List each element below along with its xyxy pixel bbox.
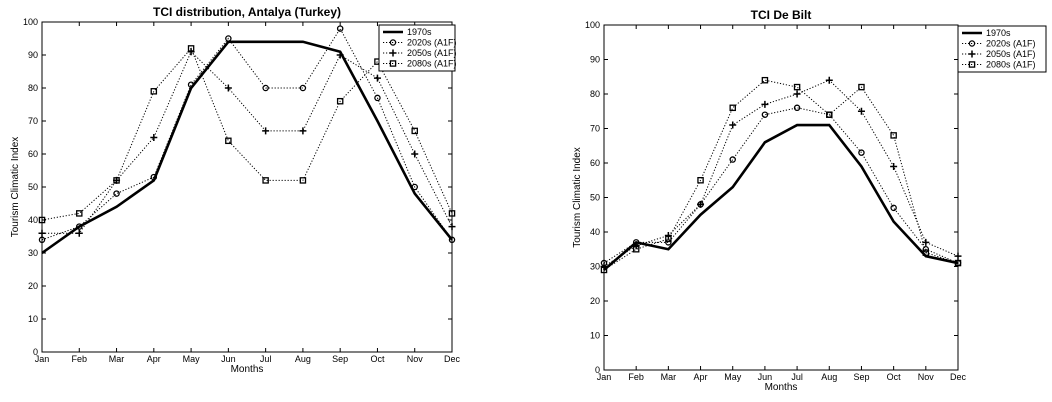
legend-entry: 2020s (A1F) bbox=[986, 39, 1036, 49]
legend: 1970s2020s (A1F)2050s (A1F)2080s (A1F) bbox=[379, 25, 457, 71]
x-tick-label: Jun bbox=[758, 372, 773, 382]
y-tick-label: 20 bbox=[590, 296, 600, 306]
x-tick-label: Jun bbox=[221, 354, 236, 364]
legend-entry: 2080s (A1F) bbox=[986, 60, 1036, 70]
x-tick-label: Apr bbox=[147, 354, 161, 364]
x-tick-label: Dec bbox=[444, 354, 461, 364]
x-tick-label: Aug bbox=[295, 354, 311, 364]
y-tick-label: 50 bbox=[590, 193, 600, 203]
y-tick-label: 80 bbox=[590, 89, 600, 99]
x-tick-label: Nov bbox=[407, 354, 424, 364]
legend-entry: 1970s bbox=[986, 28, 1011, 38]
y-tick-label: 60 bbox=[590, 158, 600, 168]
y-tick-label: 70 bbox=[590, 124, 600, 134]
x-tick-label: Mar bbox=[661, 372, 677, 382]
x-tick-label: Sep bbox=[853, 372, 869, 382]
x-tick-label: Jan bbox=[597, 372, 612, 382]
y-tick-label: 40 bbox=[590, 227, 600, 237]
x-tick-label: Apr bbox=[694, 372, 708, 382]
chart-de-bilt: 0 10 20 30 40 50 60 70 80 90 100 Jan Feb Mar Apr May Jun… bbox=[572, 8, 1046, 393]
x-tick-label: Dec bbox=[950, 372, 967, 382]
x-tick-label: Jan bbox=[35, 354, 50, 364]
y-tick-label: 20 bbox=[28, 281, 38, 291]
y-tick-label: 100 bbox=[23, 17, 38, 27]
y-tick-label: 90 bbox=[590, 55, 600, 65]
x-tick-label: Mar bbox=[109, 354, 125, 364]
y-tick-label: 100 bbox=[585, 20, 600, 30]
x-tick-label: Oct bbox=[370, 354, 385, 364]
x-tick-label: Aug bbox=[821, 372, 837, 382]
x-tick-label: Nov bbox=[918, 372, 935, 382]
x-tick-label: May bbox=[183, 354, 201, 364]
legend-entry: 2080s (A1F) bbox=[407, 59, 457, 69]
y-tick-label: 90 bbox=[28, 50, 38, 60]
y-axis-label: Tourism Climatic Index bbox=[572, 147, 583, 248]
y-tick-label: 30 bbox=[590, 262, 600, 272]
y-tick-label: 10 bbox=[28, 314, 38, 324]
chart-title: TCI De Bilt bbox=[751, 8, 812, 22]
x-tick-label: Jul bbox=[260, 354, 272, 364]
x-axis-label: Months bbox=[765, 382, 798, 393]
chart-title: TCI distribution, Antalya (Turkey) bbox=[153, 5, 341, 19]
legend-entry: 1970s bbox=[407, 27, 432, 37]
y-tick-label: 30 bbox=[28, 248, 38, 258]
x-tick-label: May bbox=[724, 372, 742, 382]
x-tick-label: Sep bbox=[332, 354, 348, 364]
y-tick-label: 40 bbox=[28, 215, 38, 225]
x-tick-label: Jul bbox=[791, 372, 803, 382]
x-tick-label: Feb bbox=[628, 372, 644, 382]
legend-entry: 2050s (A1F) bbox=[407, 48, 457, 58]
x-axis-label: Months bbox=[231, 364, 264, 375]
chart-antalya: 0 10 20 30 40 50 60 70 80 90 100 Jan Feb Mar Apr May Jun… bbox=[10, 5, 460, 375]
legend-entry: 2050s (A1F) bbox=[986, 49, 1036, 59]
x-tick-label: Oct bbox=[887, 372, 902, 382]
y-axis-label: Tourism Climatic Index bbox=[10, 137, 21, 238]
axes-box bbox=[604, 25, 958, 370]
y-tick-label: 10 bbox=[590, 331, 600, 341]
y-tick-label: 60 bbox=[28, 149, 38, 159]
y-tick-label: 50 bbox=[28, 182, 38, 192]
x-tick-label: Feb bbox=[72, 354, 88, 364]
legend-entry: 2020s (A1F) bbox=[407, 38, 457, 48]
y-tick-label: 70 bbox=[28, 116, 38, 126]
y-tick-label: 80 bbox=[28, 83, 38, 93]
